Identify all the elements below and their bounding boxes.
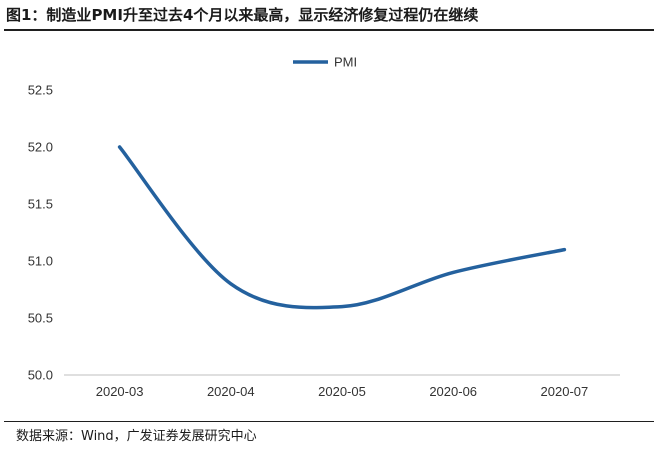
x-axis-ticks: 2020-03 2020-04 2020-05 2020-06 2020-07 <box>96 384 589 399</box>
y-axis-ticks: 50.0 50.5 51.0 51.5 52.0 52.5 <box>28 83 53 383</box>
y-tick-label: 51.5 <box>28 197 53 212</box>
y-tick-label: 50.0 <box>28 368 53 383</box>
source-note: 数据来源：Wind，广发证券发展研究中心 <box>16 429 257 444</box>
x-tick-label: 2020-04 <box>207 384 255 399</box>
y-tick-label: 50.5 <box>28 311 53 326</box>
series-line-pmi <box>117 145 567 310</box>
x-tick-label: 2020-05 <box>318 384 366 399</box>
y-tick-label: 52.5 <box>28 83 53 98</box>
y-tick-label: 51.0 <box>28 254 53 269</box>
x-tick-label: 2020-07 <box>541 384 589 399</box>
x-tick-label: 2020-06 <box>429 384 477 399</box>
legend-label-pmi: PMI <box>334 55 357 70</box>
bottom-divider <box>4 421 654 422</box>
legend: PMI <box>293 55 357 70</box>
top-divider <box>4 29 654 31</box>
y-tick-label: 52.0 <box>28 140 53 155</box>
figure-title: 图1：制造业PMI升至过去4个月以来最高，显示经济修复过程仍在继续 <box>6 6 479 24</box>
x-tick-label: 2020-03 <box>96 384 144 399</box>
